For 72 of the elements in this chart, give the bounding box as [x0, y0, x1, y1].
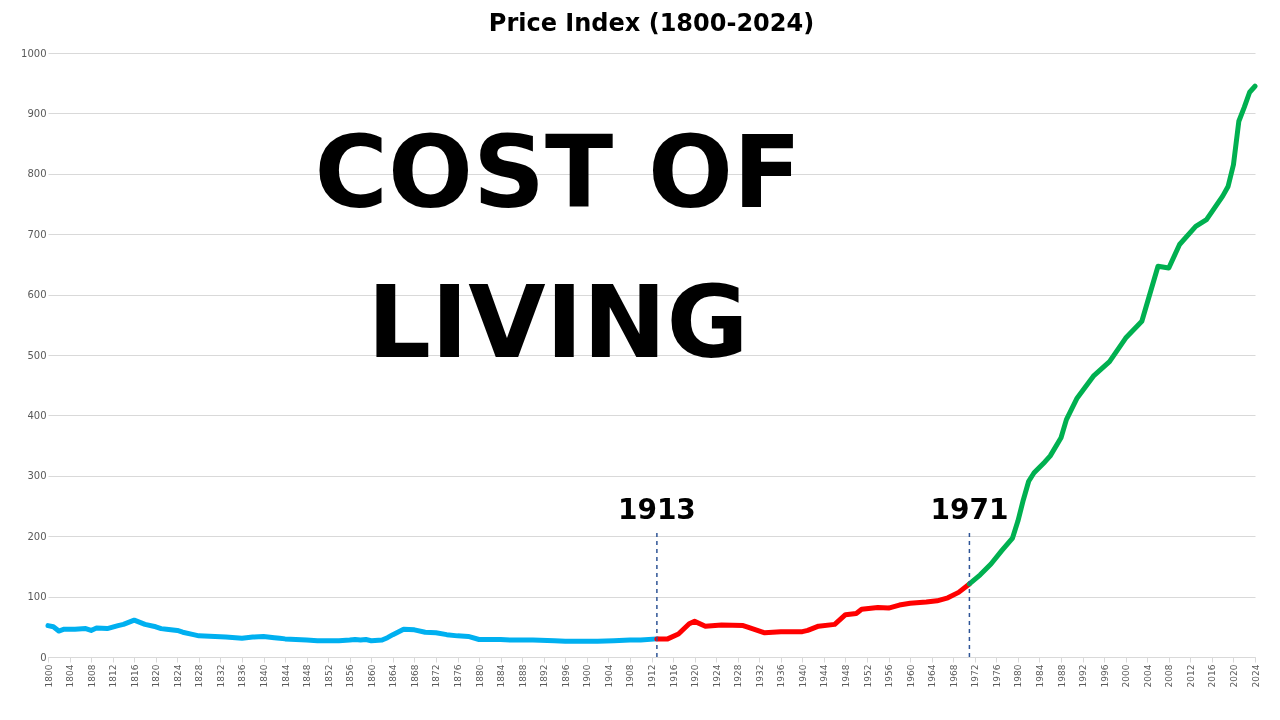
x-tick-label: 1852	[323, 664, 334, 688]
x-tick-label: 1864	[388, 664, 399, 688]
x-tick-label: 1996	[1099, 664, 1110, 688]
y-tick-label: 800	[27, 168, 47, 180]
x-tick-label: 1988	[1056, 664, 1067, 688]
x-tick-label: 1916	[668, 664, 679, 688]
x-tick-label: 1856	[345, 664, 356, 688]
x-tick-label: 1968	[948, 664, 959, 688]
x-tick-label: 1908	[625, 664, 636, 688]
x-tick-label: 1880	[474, 664, 485, 688]
y-tick-label: 100	[27, 591, 47, 603]
x-tick-label: 1888	[517, 664, 528, 688]
x-tick-label: 2004	[1142, 664, 1153, 688]
x-tick-label: 2012	[1185, 664, 1196, 688]
x-tick-label: 2008	[1164, 664, 1175, 688]
x-tick-label: 1932	[754, 664, 765, 688]
x-tick-label: 1868	[409, 664, 420, 688]
y-tick-label: 1000	[21, 47, 47, 59]
x-tick-label: 1832	[215, 664, 226, 688]
x-tick-label: 1904	[603, 664, 614, 688]
x-tick-label: 2000	[1121, 664, 1132, 688]
x-tick-label: 1972	[970, 664, 981, 688]
x-tick-label: 1820	[151, 664, 162, 688]
y-tick-label: 900	[27, 107, 47, 119]
x-tick-label: 1912	[647, 664, 657, 688]
x-tick-label: 1828	[194, 664, 205, 688]
x-tick-label: 1896	[560, 664, 571, 688]
x-tick-label: 2020	[1228, 664, 1239, 688]
ref-line-label: 1913	[617, 493, 696, 526]
x-tick-label: 1840	[259, 664, 270, 688]
y-tick-label: 600	[27, 289, 47, 301]
x-tick-label: 1920	[690, 664, 701, 688]
x-tick-label: 1964	[927, 664, 938, 688]
ref-line-label: 1971	[930, 493, 1009, 526]
x-tick-label: 1824	[172, 664, 183, 688]
x-tick-label: 1952	[862, 664, 873, 688]
x-tick-label: 1900	[582, 664, 593, 688]
x-tick-label: 1816	[129, 664, 140, 688]
x-tick-label: 1976	[991, 664, 1002, 688]
x-tick-label: 1980	[1013, 664, 1024, 688]
x-tick-label: 1984	[1034, 664, 1045, 688]
x-tick-label: 1872	[431, 664, 442, 688]
y-tick-label: 0	[40, 651, 47, 663]
x-tick-label: 1940	[797, 664, 808, 688]
x-tick-label: 2016	[1207, 664, 1218, 688]
x-tick-label: 1956	[884, 664, 895, 688]
x-tick-label: 1836	[237, 664, 248, 688]
x-tick-label: 1924	[711, 664, 722, 688]
x-tick-label: 1876	[453, 664, 464, 688]
y-tick-label: 300	[27, 470, 47, 482]
x-tick-label: 1808	[86, 664, 97, 688]
x-tick-label: 1892	[539, 664, 550, 688]
x-tick-label: 1860	[366, 664, 377, 688]
x-tick-label: 1804	[65, 664, 76, 688]
y-tick-label: 700	[27, 228, 47, 240]
chart-title: Price Index (1800-2024)	[488, 9, 815, 37]
x-tick-label: 1928	[733, 664, 744, 688]
x-tick-label: 1936	[776, 664, 787, 688]
x-tick-label: 1812	[108, 664, 119, 688]
x-tick-label: 1848	[302, 664, 313, 688]
y-tick-label: 400	[27, 409, 47, 421]
x-tick-label: 1960	[905, 664, 916, 688]
y-tick-label: 200	[27, 530, 47, 542]
x-tick-label: 1884	[496, 664, 507, 688]
x-tick-label: 1944	[819, 664, 830, 688]
x-tick-label: 1844	[280, 664, 291, 688]
x-tick-label: 2024	[1250, 664, 1261, 688]
y-tick-label: 500	[27, 349, 47, 361]
x-tick-label: 1800	[43, 664, 54, 688]
annotation: COST OF LIVING	[314, 114, 802, 381]
x-tick-label: 1992	[1078, 664, 1089, 688]
x-tick-label: 1948	[840, 664, 851, 688]
